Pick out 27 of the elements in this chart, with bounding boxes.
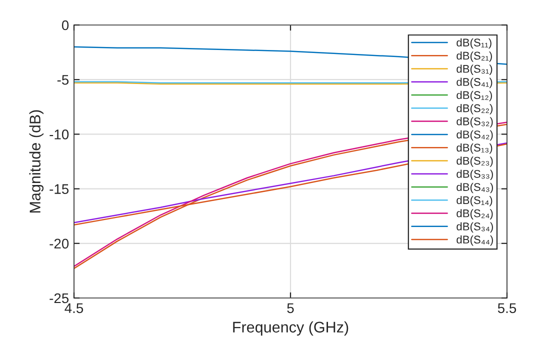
legend-label: dB(S₂₂)	[456, 104, 493, 114]
legend-label: dB(S₄₄)	[456, 235, 493, 246]
legend-label: dB(S₂₄)	[456, 209, 493, 220]
legend-label: dB(S₃₄)	[456, 222, 493, 233]
y-tick-label: 0	[62, 20, 69, 30]
legend-label: dB(S₃₁)	[456, 64, 492, 75]
legend-label: dB(S₄₂)	[456, 130, 493, 141]
x-axis-title: Frequency (GHz)	[233, 321, 348, 336]
x-tick-label: 5	[287, 303, 294, 314]
legend-label: dB(S₄₁)	[456, 78, 492, 88]
legend-label: dB(S₁₄)	[456, 196, 492, 206]
y-tick-label: -15	[50, 184, 69, 194]
y-tick-label: -20	[50, 238, 69, 249]
legend-label: dB(S₂₁)	[456, 51, 492, 62]
y-tick-label: -5	[57, 75, 69, 85]
y-tick-label: -10	[50, 130, 69, 140]
legend-label: dB(S₃₃)	[456, 170, 493, 180]
legend-label: dB(S₁₃)	[456, 143, 492, 154]
legend-label: dB(S₁₂)	[456, 90, 492, 102]
x-tick-label: 4.5	[64, 303, 84, 314]
legend-label: dB(S₂₃)	[456, 156, 493, 167]
y-tick-label: -25	[50, 293, 69, 304]
legend-label: dB(S₃₂)	[456, 117, 493, 128]
x-tick-label: 5.5	[498, 303, 516, 314]
legend-label: dB(S₄₃)	[456, 182, 493, 194]
legend-label: dB(S₁₁)	[456, 38, 492, 49]
y-axis-title: Magnitude (dB)	[29, 110, 44, 212]
